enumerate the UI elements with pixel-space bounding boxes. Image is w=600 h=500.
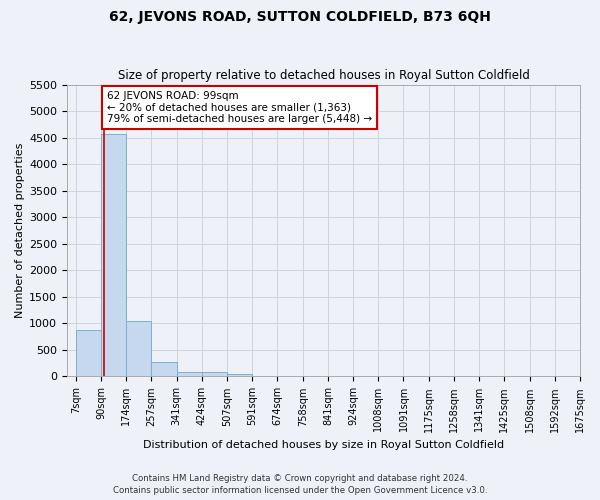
Bar: [76, 330, 101, 376]
Y-axis label: Number of detached properties: Number of detached properties: [15, 143, 25, 318]
Bar: [202, 372, 227, 376]
Bar: [127, 320, 151, 376]
Text: 62 JEVONS ROAD: 99sqm
← 20% of detached houses are smaller (1,363)
79% of semi-d: 62 JEVONS ROAD: 99sqm ← 20% of detached …: [107, 91, 372, 124]
Bar: [177, 372, 202, 376]
Text: Contains HM Land Registry data © Crown copyright and database right 2024.
Contai: Contains HM Land Registry data © Crown c…: [113, 474, 487, 495]
X-axis label: Distribution of detached houses by size in Royal Sutton Coldfield: Distribution of detached houses by size …: [143, 440, 504, 450]
Bar: [227, 374, 253, 376]
Bar: [151, 362, 177, 376]
Text: 62, JEVONS ROAD, SUTTON COLDFIELD, B73 6QH: 62, JEVONS ROAD, SUTTON COLDFIELD, B73 6…: [109, 10, 491, 24]
Title: Size of property relative to detached houses in Royal Sutton Coldfield: Size of property relative to detached ho…: [118, 69, 529, 82]
Bar: [101, 134, 127, 376]
